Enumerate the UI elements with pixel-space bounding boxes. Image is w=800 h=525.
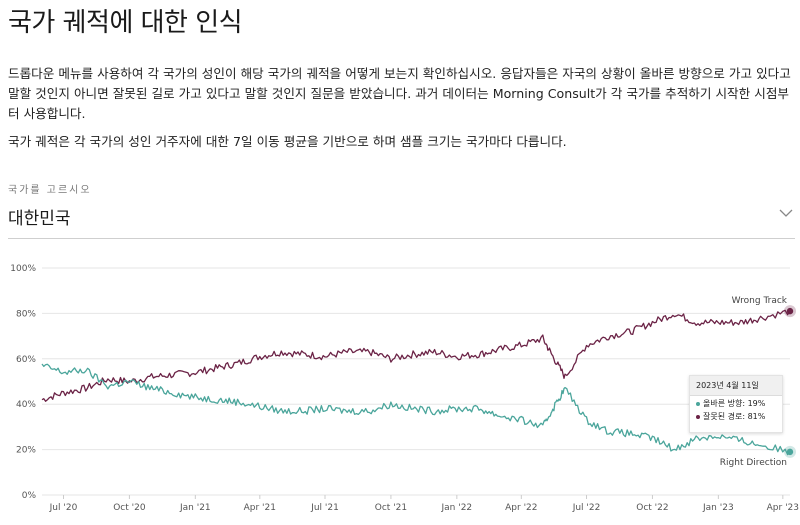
chevron-down-icon[interactable] (779, 206, 793, 220)
country-select-label: 국가를 고르시오 (8, 185, 92, 196)
tooltip-right-row: 올바른 방향: 19% (690, 396, 782, 409)
description-paragraph-2: 국가 궤적은 각 국가의 성인 거주자에 대한 7일 이동 평균을 기반으로 하… (8, 134, 567, 149)
x-tick-label: Apr '23 (767, 503, 799, 513)
tooltip-right-label: 올바른 방향: 19% (703, 399, 766, 408)
y-tick-label: 80% (16, 309, 36, 319)
series-end-point (786, 307, 794, 315)
x-tick-label: Jul '21 (310, 503, 339, 513)
x-tick-label: Jan '22 (441, 503, 473, 513)
x-tick-label: Jul '22 (572, 503, 601, 513)
y-tick-label: 20% (16, 446, 36, 456)
trajectory-chart: 0% 20% 40% 60% 80% 100% Jul '20 Oct '20 Jan '21 A… (10, 264, 799, 513)
x-tick-label: Jul '20 (49, 503, 78, 513)
tooltip-date: 2023년 4월 11일 (690, 376, 782, 396)
series-end-point (786, 448, 794, 456)
page-title: 국가 궤적에 대한 인식 (8, 8, 243, 38)
x-tick-label: Oct '21 (375, 503, 407, 513)
series-end-label: Wrong Track (732, 296, 788, 306)
x-tick-label: Jan '23 (702, 503, 734, 513)
x-tick-label: Oct '20 (113, 503, 146, 513)
country-select[interactable]: 대한민국 (8, 196, 795, 239)
x-tick-label: Jan '21 (179, 503, 211, 513)
y-tick-label: 40% (16, 400, 36, 410)
chart-tooltip: 2023년 4월 11일 올바른 방향: 19% 잘못된 경로: 81% (689, 375, 783, 433)
tooltip-wrong-label: 잘못된 경로: 81% (703, 412, 766, 421)
x-tick-label: Apr '21 (244, 503, 276, 513)
description-paragraph-1: 드롭다운 메뉴를 사용하여 각 국가의 성인이 해당 국가의 궤적을 어떻게 보… (8, 66, 791, 121)
series-line-wrong-track (41, 309, 791, 402)
y-tick-label: 0% (22, 491, 37, 501)
x-tick-label: Oct '22 (636, 503, 668, 513)
country-select-value[interactable]: 대한민국 (8, 209, 71, 229)
series-line-right-direction (41, 363, 791, 456)
y-tick-label: 60% (16, 355, 36, 365)
x-tick-label: Apr '22 (505, 503, 537, 513)
y-tick-label: 100% (10, 264, 36, 274)
tooltip-wrong-row: 잘못된 경로: 81% (690, 409, 782, 422)
series-end-label: Right Direction (720, 458, 787, 468)
